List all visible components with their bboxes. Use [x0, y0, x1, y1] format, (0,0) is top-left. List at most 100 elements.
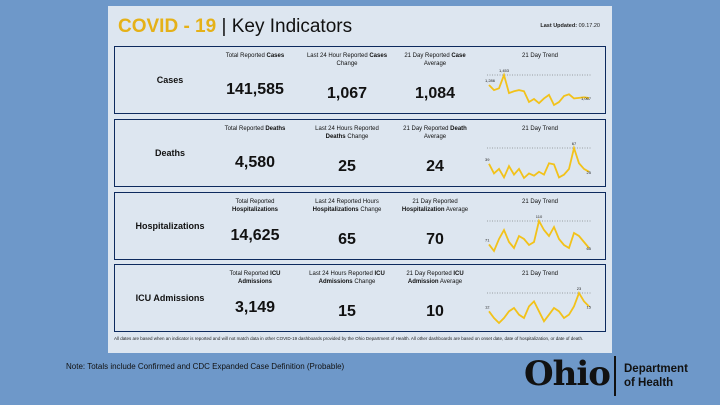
header-change-pre: Last 24 Hour Reported [306, 53, 370, 59]
trend-label-end: 25 [587, 170, 592, 175]
header-average-bold: ICU Admission [407, 271, 464, 285]
header-change-pre: Last 24 Reported Hours [315, 199, 379, 205]
header-average: 21 Day Reported Hospitalization Average [393, 199, 477, 215]
trend-label-end: 65 [587, 246, 592, 251]
header-change-bold: Hospitalizations [312, 206, 359, 213]
department-name: Department of Health [624, 362, 688, 391]
header-total: Total Reported Deaths [215, 126, 295, 134]
header-total-pre: Total Reported [225, 53, 267, 59]
header-average-pre: 21 Day Reported [403, 126, 451, 132]
average-value: 24 [426, 158, 444, 175]
trend-chart: 71 110 65 [485, 214, 592, 253]
row-label: ICU Admissions [135, 293, 205, 303]
total-value: 141,585 [226, 81, 284, 98]
header-total: Total Reported ICU Admissions [215, 271, 295, 287]
last-updated: Last Updated: 09.17.20 [540, 23, 600, 29]
header-total-bold: Hospitalizations [231, 206, 278, 213]
header-change-post: Change [352, 278, 376, 285]
header-change: Last 24 Reported Hours Hospitalizations … [305, 199, 389, 215]
header-average-post: Average [438, 278, 463, 285]
trend-title: 21 Day Trend [521, 126, 559, 132]
header-average-pre: 21 Day Reported [404, 53, 452, 59]
title-rest: | Key Indicators [221, 16, 353, 37]
average-value: 70 [426, 231, 444, 248]
dashboard-title: COVID - 19 | Key Indicators [118, 16, 352, 38]
trend-label-end: 15 [587, 304, 592, 309]
header-change-post: Change [358, 206, 382, 213]
header-change-bold: Deaths [325, 133, 346, 140]
indicator-panel-2: Hospitalizations Total Reported Hospitali… [114, 192, 606, 260]
header-change-pre: Last 24 Hours Reported [309, 271, 375, 277]
trend-chart: 39 67 25 [485, 141, 592, 180]
trend-title: 21 Day Trend [521, 53, 559, 59]
trend-label-peak: 110 [536, 214, 543, 219]
header-average-post: Average [423, 60, 447, 67]
header-change: Last 24 Hours Reported ICU Admissions Ch… [305, 271, 389, 287]
trend-title: 21 Day Trend [521, 271, 559, 277]
header-average: 21 Day Reported ICU Admission Average [393, 271, 477, 287]
updated-date: 09.17.20 [578, 23, 600, 29]
header-average-pre: 21 Day Reported [412, 199, 458, 205]
ohio-logo: Ohio [524, 354, 611, 394]
indicator-panel-3: ICU Admissions Total Reported ICU Admissi… [114, 264, 606, 332]
header-average-bold: Death [450, 126, 467, 132]
dept-line1: Department [624, 363, 688, 375]
dept-line2: of Health [624, 377, 674, 390]
header-change-bold: Cases [369, 53, 388, 59]
header-change-pre: Last 24 Hours Reported [315, 126, 379, 132]
header-average-pre: 21 Day Reported [406, 271, 454, 277]
change-value: 15 [338, 303, 356, 320]
header-total-pre: Total Reported [235, 199, 275, 205]
trend-line [488, 144, 590, 180]
title-accent: COVID - 19 [118, 16, 217, 37]
header-change-bold: ICU Admissions [318, 271, 385, 285]
header-change-post: Change [336, 60, 358, 67]
dashboard-card: COVID - 19 | Key Indicators Last Updated… [108, 6, 612, 353]
trend-chart: 12 23 15 [485, 286, 592, 325]
trend-label-start: 1,286 [485, 78, 496, 83]
trend-label-peak: 23 [577, 286, 582, 291]
average-value: 1,084 [414, 85, 456, 102]
trend-label-start: 71 [485, 237, 490, 242]
header-total-bold: ICU Admissions [237, 271, 281, 285]
average-value: 10 [426, 303, 444, 320]
header-total: Total Reported Hospitalizations [215, 199, 295, 215]
header-total: Total Reported Cases [215, 53, 295, 61]
trend-label-peak: 67 [572, 141, 577, 146]
total-value: 3,149 [234, 299, 276, 316]
footer-disclaimer: All dates are based when an indicator is… [114, 336, 584, 341]
trend-line [488, 72, 590, 107]
trend-label-end: 1,067 [581, 96, 592, 101]
header-average-bold: Hospitalization [401, 206, 445, 213]
header-total-pre: Total Reported [229, 271, 271, 277]
trend-label-peak: 1,453 [499, 68, 510, 73]
header-average: 21 Day Reported Death Average [393, 126, 477, 142]
trend-label-start: 39 [485, 157, 490, 162]
note-text: Note: Totals include Confirmed and CDC E… [66, 362, 345, 371]
trend-line [488, 218, 590, 253]
trend-title: 21 Day Trend [521, 199, 559, 205]
header-total-pre: Total Reported [224, 126, 266, 132]
row-label: Deaths [154, 148, 185, 158]
header-change-post: Change [345, 133, 369, 140]
header-change: Last 24 Hours Reported Deaths Change [305, 126, 389, 142]
header-total-bold: Deaths [265, 126, 286, 132]
header-average-post: Average [444, 206, 469, 213]
change-value: 65 [338, 231, 356, 248]
change-value: 25 [338, 158, 356, 175]
trend-label-start: 12 [485, 304, 490, 309]
row-label: Cases [156, 75, 184, 85]
header-total-bold: Cases [266, 53, 285, 59]
header-average: 21 Day Reported Case Average [393, 53, 477, 69]
updated-label: Last Updated: [540, 23, 578, 29]
trend-line [488, 290, 590, 325]
header-average-post: Average [423, 133, 447, 140]
change-value: 1,067 [326, 85, 368, 102]
header-change: Last 24 Hour Reported Cases Change [305, 53, 389, 69]
header-average-bold: Case [451, 53, 466, 59]
row-label: Hospitalizations [135, 221, 205, 231]
indicator-panel-0: Cases Total Reported Cases Last 24 Hour Re… [114, 46, 606, 114]
total-value: 14,625 [230, 227, 280, 244]
indicator-panel-1: Deaths Total Reported Deaths Last 24 Hours… [114, 119, 606, 187]
